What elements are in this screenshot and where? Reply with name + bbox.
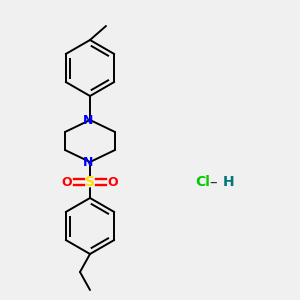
Text: Cl: Cl — [195, 175, 210, 189]
Text: N: N — [83, 155, 93, 169]
Text: S: S — [85, 175, 95, 189]
Text: O: O — [62, 176, 72, 188]
Text: –: – — [209, 175, 217, 190]
Text: N: N — [83, 113, 93, 127]
Text: O: O — [108, 176, 118, 188]
Text: H: H — [223, 175, 235, 189]
